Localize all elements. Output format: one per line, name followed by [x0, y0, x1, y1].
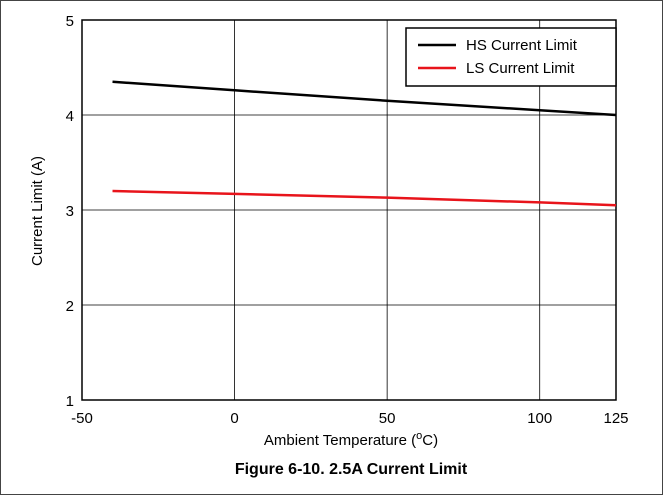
grid-lines: [82, 20, 616, 400]
y-tick-label: 5: [66, 13, 74, 30]
legend-entry-hs: HS Current Limit: [466, 37, 578, 54]
y-tick-label: 2: [66, 298, 74, 315]
legend-entry-ls: LS Current Limit: [466, 60, 575, 77]
x-tick-labels: -50 0 50 100 125: [71, 410, 628, 427]
x-tick-label: 125: [603, 410, 628, 427]
x-axis-label: Ambient Temperature (oC): [264, 430, 438, 449]
legend: HS Current Limit LS Current Limit: [405, 27, 617, 87]
figure-caption: Figure 6-10. 2.5A Current Limit: [235, 461, 468, 478]
series-line-hs: [112, 80, 617, 117]
y-tick-labels: 1 2 3 4 5: [66, 13, 74, 410]
plot-area-border: [81, 19, 617, 401]
x-tick-label: -50: [71, 410, 93, 427]
x-tick-label: 50: [379, 410, 396, 427]
y-tick-label: 3: [66, 203, 74, 220]
y-tick-label: 1: [66, 393, 74, 410]
x-tick-label: 100: [527, 410, 552, 427]
x-tick-label: 0: [230, 410, 238, 427]
legend-box: [405, 27, 617, 87]
y-axis-label: Current Limit (A): [29, 156, 46, 266]
series-line-ls: [112, 189, 617, 207]
y-tick-label: 4: [66, 108, 74, 125]
series-lines: [112, 80, 617, 207]
